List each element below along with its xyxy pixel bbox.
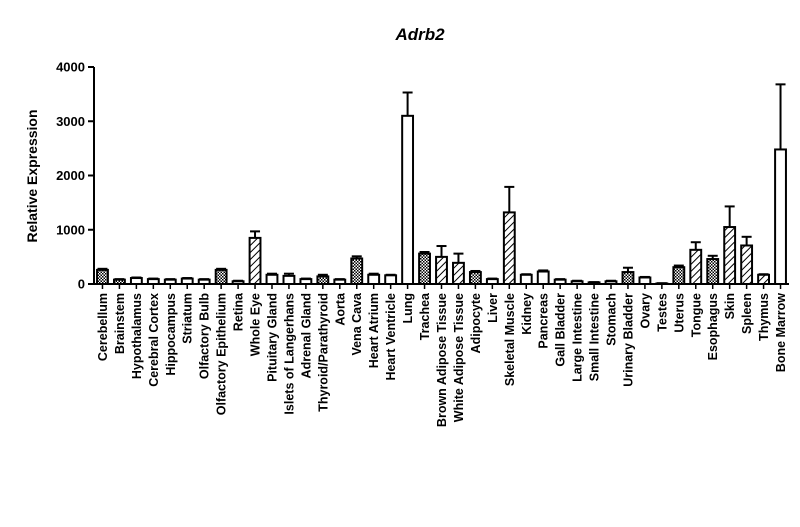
bar <box>384 274 398 286</box>
x-tick-label: Thyroid/Parathyroid <box>316 293 330 412</box>
bar <box>265 273 279 285</box>
x-tick-label: Bone Marrow <box>774 293 788 372</box>
y-tick-label: 2000 <box>56 168 85 183</box>
x-tick-label: Urinary Bladder <box>621 293 635 387</box>
bar <box>113 278 126 286</box>
bar <box>333 278 347 286</box>
x-tick-label: Kidney <box>520 293 534 335</box>
x-tick-label: Thymus <box>757 293 771 341</box>
bar <box>502 211 516 285</box>
bar <box>129 277 143 286</box>
x-tick-label: Testes <box>655 293 669 332</box>
bar <box>485 278 499 285</box>
x-tick-label: Gall Bladder <box>554 293 568 367</box>
x-tick-label: Adipocyte <box>469 293 483 353</box>
bar <box>401 114 415 285</box>
x-tick-label: Islets of Langerhans <box>282 293 296 415</box>
x-tick-label: Esophagus <box>706 293 720 360</box>
y-axis-label: Relative Expression <box>24 109 40 242</box>
bar <box>774 148 787 285</box>
x-tick-label: Stomach <box>605 293 619 346</box>
bar <box>146 278 160 285</box>
bar <box>367 273 381 285</box>
bar <box>197 278 211 286</box>
x-tick-label: Hypothalamus <box>130 293 144 379</box>
x-tick-labels: Cerebellum Brainstem Hypothalamus Cerebral … <box>96 284 788 427</box>
x-tick-label: Olfactory Bulb <box>198 293 212 379</box>
bar <box>723 226 737 286</box>
x-tick-label: Pancreas <box>537 293 551 349</box>
x-tick-label: White Adipose Tissue <box>452 293 466 422</box>
x-tick-label: Large Intestine <box>571 293 585 382</box>
y-tick-label: 0 <box>78 277 85 292</box>
x-tick-label: Adrenal Gland <box>299 293 313 378</box>
x-tick-label: Skin <box>723 293 737 319</box>
bar <box>418 252 431 285</box>
bar <box>740 244 754 285</box>
x-tick-label: Small Intestine <box>588 293 602 381</box>
bar <box>96 268 109 285</box>
x-tick-label: Hippocampus <box>164 293 178 376</box>
x-tick-label: Whole Eye <box>249 293 263 356</box>
bars <box>96 83 787 286</box>
x-tick-label: Brainstem <box>113 293 127 354</box>
y-tick-label: 1000 <box>56 222 85 237</box>
x-tick-label: Lung <box>401 293 415 324</box>
bar <box>350 257 364 286</box>
x-tick-label: Liver <box>486 293 500 323</box>
bar <box>638 276 652 285</box>
x-tick-label: Striatum <box>181 293 195 344</box>
bar <box>553 278 567 286</box>
x-tick-label: Skeletal Muscle <box>503 293 517 386</box>
bar <box>248 236 262 285</box>
bar <box>282 274 296 285</box>
bar <box>163 278 177 286</box>
bar <box>672 266 686 285</box>
x-tick-label: Brown Adipose Tissue <box>435 293 449 427</box>
bar <box>519 273 533 285</box>
x-tick-label: Trachea <box>418 292 432 340</box>
x-tick-label: Heart Ventricle <box>384 293 398 381</box>
x-tick-label: Olfactory Epithelium <box>215 293 229 415</box>
x-tick-label: Spleen <box>740 293 754 334</box>
x-tick-label: Retina <box>232 292 246 331</box>
x-tick-label: Cerebellum <box>96 293 110 361</box>
x-tick-label: Pituitary Gland <box>265 293 279 382</box>
x-tick-label: Uterus <box>672 293 686 333</box>
y-tick-label: 3000 <box>56 114 85 129</box>
bar <box>468 271 482 286</box>
bar <box>536 270 550 285</box>
bar <box>214 268 228 285</box>
bar <box>180 277 194 286</box>
y-tick-label: 4000 <box>56 60 85 75</box>
x-tick-label: Tongue <box>689 293 703 337</box>
bar <box>435 255 448 285</box>
bar <box>452 261 465 285</box>
bar <box>706 258 720 286</box>
bar <box>621 271 635 286</box>
x-tick-label: Cerebral Cortex <box>147 293 161 387</box>
bar <box>299 278 313 285</box>
bar <box>689 248 703 285</box>
bar <box>757 273 770 285</box>
x-tick-label: Heart Atrium <box>367 293 381 368</box>
x-tick-label: Aorta <box>333 292 347 326</box>
chart-title: Adrb2 <box>394 25 445 44</box>
x-tick-label: Vena Cava <box>350 292 364 356</box>
bar <box>316 275 330 285</box>
x-tick-label: Ovary <box>638 293 652 328</box>
